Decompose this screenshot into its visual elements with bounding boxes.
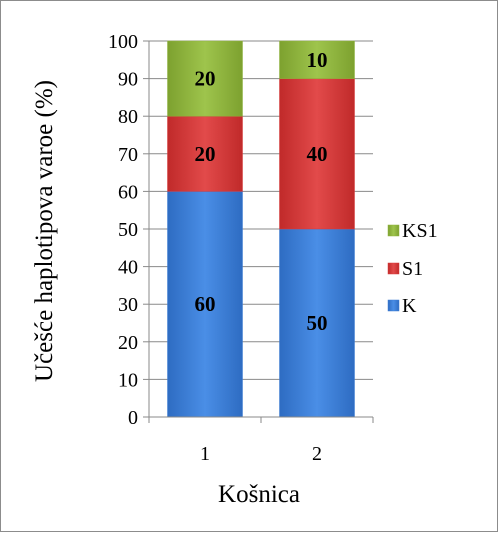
data-label: 40 — [307, 142, 328, 166]
legend-swatch-s1 — [387, 262, 400, 275]
x-axis-title: Košnica — [218, 481, 300, 508]
y-tick-label: 90 — [118, 69, 138, 91]
data-label: 50 — [307, 311, 328, 335]
bar-segment-ks1 — [279, 40, 355, 79]
x-tick-label: 2 — [312, 443, 322, 465]
y-tick-label: 70 — [118, 144, 138, 166]
y-tick-label: 80 — [118, 106, 138, 128]
y-tick-label: 20 — [118, 332, 138, 354]
axes — [143, 40, 374, 423]
bar-segment-s1 — [167, 115, 243, 192]
legend-label-k: K — [402, 295, 417, 317]
data-label: 20 — [195, 67, 216, 91]
y-tick-label: 0 — [128, 407, 138, 429]
bar-segment-k — [279, 228, 355, 418]
y-tick-label: 100 — [108, 31, 138, 53]
bar-segment-ks1 — [167, 40, 243, 117]
data-label: 60 — [195, 292, 216, 316]
x-tick-label: 1 — [200, 443, 210, 465]
legend-swatch-ks1 — [387, 224, 400, 237]
y-axis-title: Učešće haplotipova varoe (%) — [31, 80, 58, 382]
y-tick-label: 50 — [118, 219, 138, 241]
y-tick-label: 10 — [118, 369, 138, 391]
legend-label-s1: S1 — [402, 258, 423, 280]
tick-labels: 0 10 20 30 40 50 60 70 80 90 100 1 2 — [108, 31, 322, 465]
legend-label-ks1: KS1 — [402, 220, 438, 242]
data-label: 20 — [195, 142, 216, 166]
legend-swatch-k — [387, 299, 400, 312]
y-tick-label: 60 — [118, 181, 138, 203]
legend: KS1 S1 K — [387, 220, 438, 317]
data-label: 10 — [307, 48, 328, 72]
y-tick-label: 30 — [118, 294, 138, 316]
y-tick-label: 40 — [118, 257, 138, 279]
bars: 60 20 20 50 40 10 — [167, 40, 355, 418]
